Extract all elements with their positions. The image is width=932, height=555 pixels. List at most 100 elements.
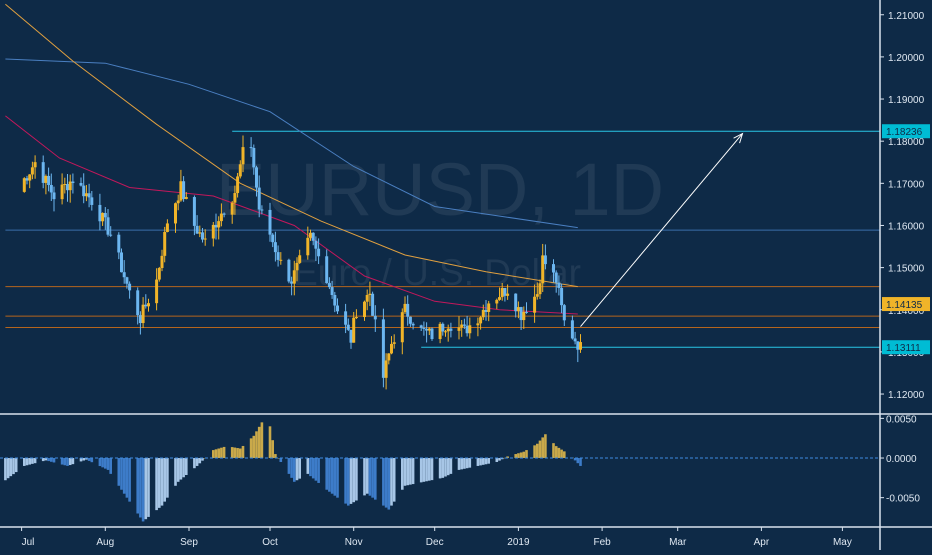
candle-body — [47, 175, 51, 186]
candle-body — [236, 176, 240, 194]
oscillator-bar — [309, 458, 312, 477]
time-tick-label: Jul — [22, 537, 35, 548]
oscillator-bar — [517, 453, 520, 459]
oscillator-bar — [482, 458, 485, 465]
oscillator-bar — [563, 451, 566, 459]
price-tick-label: 1.15000 — [888, 264, 925, 275]
oscillator-bar — [422, 458, 426, 482]
oscillator-bar — [90, 458, 94, 463]
oscillator-bar — [355, 458, 358, 501]
candle-body — [66, 184, 69, 191]
oscillator-bar — [403, 458, 407, 486]
oscillator-bar — [122, 458, 126, 494]
candle-body — [522, 311, 526, 321]
candle-body — [487, 303, 491, 312]
candle-body — [165, 223, 169, 232]
oscillator-bar — [268, 426, 272, 459]
oscillator-bar — [106, 458, 110, 470]
price-tick-label: 1.16000 — [888, 221, 925, 232]
oscillator-bar — [87, 458, 91, 461]
oscillator-bar — [28, 458, 31, 465]
oscillator-bar — [579, 458, 582, 466]
candle-body — [535, 294, 539, 297]
oscillator-bar — [23, 458, 26, 466]
candle-body — [68, 181, 72, 191]
projection-arrow[interactable] — [580, 133, 743, 327]
oscillator-bar — [257, 426, 261, 459]
candle-body — [349, 329, 353, 343]
oscillator-bar — [47, 458, 50, 462]
candle-body — [346, 324, 350, 330]
oscillator-bar — [217, 448, 220, 459]
oscillator-bar — [201, 458, 204, 461]
oscillator-bar — [120, 458, 123, 490]
candle-body — [408, 316, 412, 324]
candle-body — [63, 184, 67, 186]
time-tick-label: Sep — [180, 537, 198, 548]
candle-body — [500, 288, 504, 298]
oscillator-bar — [382, 458, 385, 506]
oscillator-bar — [311, 458, 315, 479]
candle-body — [406, 303, 410, 317]
candle-body — [249, 147, 253, 149]
candle-body — [354, 317, 358, 319]
candle-body — [365, 294, 369, 302]
candle-body — [327, 283, 331, 288]
candle-body — [295, 262, 299, 271]
oscillator-bar — [9, 458, 13, 477]
price-badge[interactable] — [882, 340, 930, 355]
price-badge-label: 1.13111 — [886, 343, 921, 354]
candle-body — [222, 213, 226, 215]
oscillator-bar — [293, 458, 296, 482]
candle-body — [468, 325, 472, 334]
candle-body — [160, 255, 164, 269]
oscillator-bar — [71, 458, 75, 465]
candle-body — [333, 294, 337, 306]
price-tick-label: 1.19000 — [888, 95, 925, 106]
candle-body — [298, 255, 302, 263]
candle-body — [230, 202, 234, 215]
oscillator-bar — [330, 458, 334, 494]
oscillator-bar — [79, 458, 83, 462]
oscillator-bar — [352, 458, 355, 503]
price-badge[interactable] — [882, 124, 930, 139]
candle-body — [484, 309, 488, 312]
oscillator-bar — [68, 458, 72, 466]
candle-body — [533, 296, 537, 313]
oscillator-tick-label: -0.0050 — [886, 494, 920, 505]
candle-body — [419, 325, 423, 328]
candle-body — [176, 200, 180, 204]
oscillator-bar — [147, 458, 150, 517]
candle-body — [336, 305, 339, 312]
candle-body — [460, 324, 464, 328]
moving-average-ma-slow — [5, 58, 578, 229]
candle-body — [368, 293, 372, 295]
candle-body — [182, 181, 186, 199]
candle-body — [576, 341, 580, 350]
oscillator-bar — [82, 458, 85, 461]
oscillator-bar — [298, 458, 301, 479]
oscillator-bar — [193, 458, 196, 469]
oscillator-bar — [60, 458, 64, 465]
price-badge[interactable] — [882, 297, 930, 312]
time-tick-label: Oct — [262, 537, 278, 548]
candle-body — [309, 232, 312, 238]
oscillator-bar — [160, 458, 164, 506]
oscillator-bar — [236, 448, 239, 459]
oscillator-bar — [271, 440, 274, 459]
candle-body — [101, 212, 105, 222]
candle-body — [238, 164, 242, 177]
oscillator-bar — [230, 447, 234, 459]
oscillator-bar — [333, 458, 337, 496]
oscillator-bar — [50, 458, 53, 462]
oscillator-bar — [468, 458, 472, 468]
candle-body — [579, 342, 582, 350]
price-tick-label: 1.21000 — [888, 11, 925, 22]
candle-body — [33, 162, 37, 168]
watermark-title: EURUSD, 1D — [216, 148, 664, 231]
oscillator-bar — [176, 458, 180, 482]
candle-body — [387, 353, 391, 361]
oscillator-bar — [239, 448, 242, 459]
oscillator-bar — [392, 458, 396, 502]
